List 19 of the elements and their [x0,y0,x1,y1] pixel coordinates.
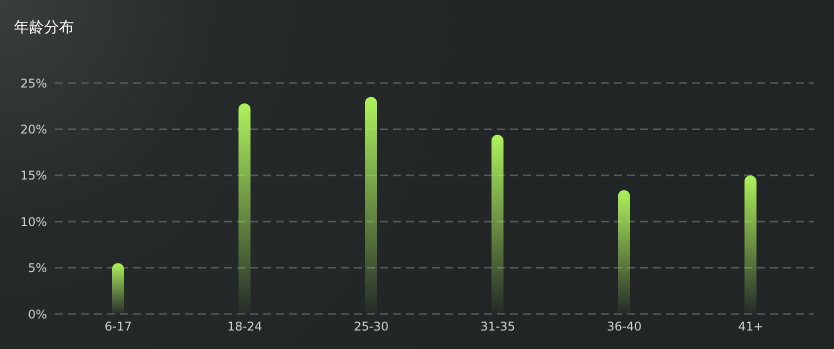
bar [744,175,756,314]
y-tick-label: 5% [28,261,47,276]
x-tick-label: 18-24 [227,320,262,334]
x-tick-label: 6-17 [104,320,132,334]
bar [112,263,124,314]
x-tick-label: 36-40 [606,320,642,334]
bar [492,134,504,314]
y-tick-label: 10% [20,214,47,229]
x-tick-label: 25-30 [354,320,389,334]
x-tick-label: 31-35 [480,320,516,334]
y-tick-label: 15% [20,168,47,183]
bar [365,96,377,314]
bar [238,103,250,314]
x-tick-label: 41+ [738,320,764,334]
chart-title: 年龄分布 [14,18,74,37]
y-tick-label: 0% [28,307,47,322]
y-tick-label: 20% [20,122,47,136]
y-tick-label: 25% [20,76,47,90]
bar [618,190,630,314]
